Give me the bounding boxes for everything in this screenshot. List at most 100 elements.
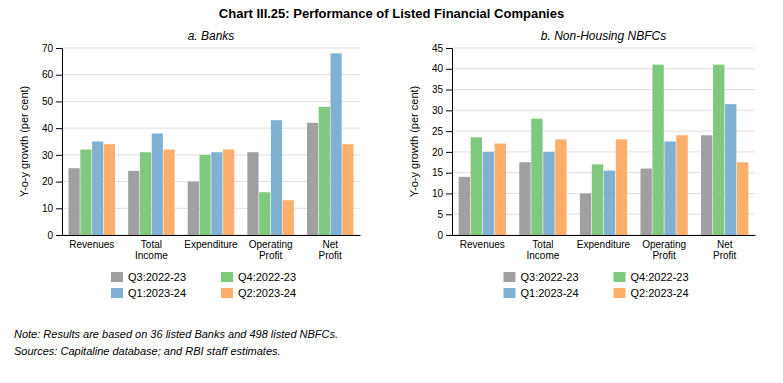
bar [80,150,91,235]
bar [640,169,651,235]
chart: Chart III.25: Performance of Listed Fina… [0,0,783,383]
y-axis-title: Y-o-y growth (per cent) [18,86,30,197]
tick: 20 [432,147,452,158]
grid-line [62,101,360,102]
tick-label-line: Profit [713,250,737,261]
bar [652,65,663,235]
grid-line [62,74,360,75]
tick: Expenditure [577,235,631,250]
bar [128,171,139,235]
axis-line [63,235,361,236]
tick-label: 0 [47,230,53,241]
tick: Revenues [69,235,114,250]
y-axis-title: Y-o-y growth (per cent) [408,86,420,197]
tick-label-line: Total [141,239,162,250]
tick-mark [56,182,62,183]
bar [188,182,199,235]
tick-label: 25 [432,126,444,137]
tick-label: 10 [42,203,54,214]
annotation: Note: Results are based on 36 listed Ban… [14,328,338,340]
tick-label-line: Income [527,250,560,261]
bar [495,144,506,235]
grid-line [452,110,755,111]
bar [223,150,234,235]
bar-series [92,53,342,235]
tick-mark [446,90,452,91]
bar-series [495,135,749,235]
tick-label-line: Net [322,239,338,250]
grid-line [452,68,755,69]
tick-mark [446,69,452,70]
legend-label: Q2:2023-24 [631,287,689,299]
tick: 40 [42,123,62,134]
legend-swatch [504,288,516,298]
bar [92,142,103,236]
tick-label: NetProfit [319,239,343,261]
legend-item: Q3:2022-23 [504,271,579,283]
grid-line [62,48,360,49]
tick: 20 [42,176,62,187]
bar [616,139,627,235]
tick-label-line: Profit [652,250,676,261]
bar [471,137,482,235]
tick-label: 10 [432,188,444,199]
bar [555,139,566,235]
legend-label: Q2:2023-24 [238,287,296,299]
tick: TotalIncome [527,235,560,261]
bar [737,162,748,235]
tick: 30 [432,105,452,116]
bar [163,150,174,235]
legend-item: Q4:2022-23 [221,271,296,283]
legend-label: Q4:2022-23 [631,271,689,283]
tick: 0 [47,230,62,241]
tick-label: 40 [42,123,54,134]
legend-swatch [614,288,626,298]
tick-label-line: Profit [259,250,283,261]
tick-label: 20 [42,176,54,187]
tick-mark [56,235,62,236]
tick-label-line: Revenues [460,239,505,250]
tick: 25 [432,126,452,137]
bar [531,119,542,235]
bar [664,142,675,236]
legend: Q3:2022-23 Q4:2022-23 Q1:2023-24 Q2:2023-24 [111,271,296,299]
tick-mark [446,193,452,194]
tick-mark [446,173,452,174]
legend-swatch [221,288,233,298]
tick-mark [56,128,62,129]
tick-mark [56,208,62,209]
tick-mark [56,75,62,76]
bar [676,135,687,235]
tick-label: 35 [432,84,444,95]
bar [519,162,530,235]
tick: Expenditure [184,235,238,250]
tick-label-line: Expenditure [184,239,238,250]
tick-label-line: Operating [249,239,293,250]
bar [283,200,294,235]
grid-line [452,131,755,132]
tick-label: NetProfit [713,239,737,261]
bar [271,120,282,235]
bar [330,53,341,235]
legend-label: Q1:2023-24 [128,287,186,299]
tick-mark [446,214,452,215]
tick-label-line: Operating [642,239,686,250]
legend: Q3:2022-23Q4:2022-23Q1:2023-24Q2:2023-24 [504,271,689,299]
tick-label: 5 [437,209,443,220]
legend-label: Q3:2022-23 [128,271,186,283]
tick-mark [446,235,452,236]
y-axis: 010203040506070 [42,43,63,241]
tick: 45 [432,43,452,54]
tick-label: TotalIncome [527,239,560,261]
tick-mark [446,110,452,111]
tick-label: 30 [42,150,54,161]
tick-label: 40 [432,63,444,74]
tick-mark [446,48,452,49]
tick-mark [446,131,452,132]
bar [319,107,330,235]
grid-line [452,89,755,90]
bar [104,144,115,235]
legend-item: Q1:2023-24 [111,287,186,299]
bar [483,152,494,235]
tick-label: Revenues [69,239,114,250]
